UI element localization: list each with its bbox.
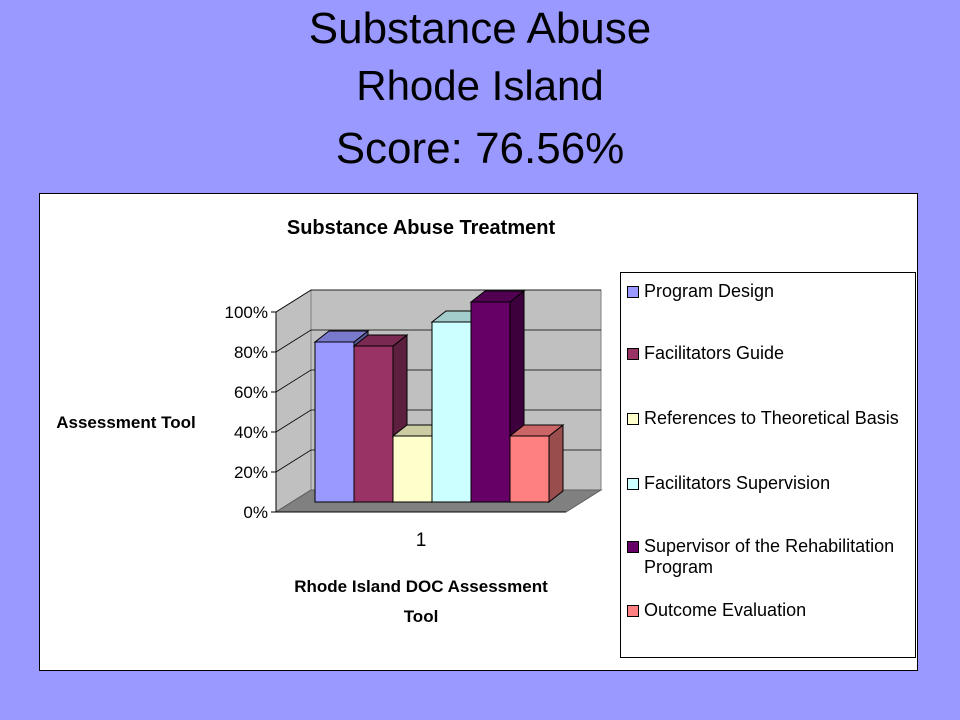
y-axis-title: Assessment Tool <box>56 413 196 432</box>
y-tick-label: 80% <box>234 343 268 362</box>
score-text: Score: 76.56% <box>335 124 625 173</box>
bar-side <box>548 423 564 504</box>
slide-title: Substance Abuse <box>308 4 652 53</box>
legend-label: References to Theoretical Basis <box>644 408 899 428</box>
chart-side-wall <box>275 289 312 513</box>
bar-front <box>353 345 394 503</box>
x-axis-title-line2: Tool <box>404 607 439 626</box>
legend-swatch <box>627 478 639 490</box>
chart-area: Substance Abuse Treatment 0% 20% 40% 60% 80%… <box>39 193 918 671</box>
y-tick-label: 0% <box>243 503 268 522</box>
gridline <box>275 289 601 313</box>
bar-front <box>431 321 472 503</box>
legend-label: Supervisor of the Rehabilitation Program <box>644 536 895 577</box>
x-tick-label: 1 <box>416 530 427 551</box>
bar-front <box>314 341 355 503</box>
legend-label: Outcome Evaluation <box>644 600 807 620</box>
legend-swatch <box>627 348 639 360</box>
bar-chart: Substance Abuse Treatment 0% 20% 40% 60% 80%… <box>56 217 603 626</box>
y-tick-label: 20% <box>234 463 268 482</box>
legend-swatch <box>627 541 639 553</box>
bar-6 <box>508 423 565 504</box>
y-tick-label: 40% <box>234 423 268 442</box>
legend-swatch <box>627 286 639 298</box>
legend-label: Program Design <box>644 281 775 301</box>
bar-front <box>470 301 511 503</box>
bar-front <box>509 435 550 503</box>
legend-swatch <box>627 605 639 617</box>
chart-title: Substance Abuse Treatment <box>287 217 556 239</box>
bar-front <box>392 435 433 503</box>
slide-subtitle: Rhode Island <box>356 62 604 109</box>
x-axis-title-line1: Rhode Island DOC Assessment <box>294 577 548 596</box>
y-tick-label: 60% <box>234 383 268 402</box>
legend-swatch <box>627 413 639 425</box>
legend-label: Facilitators Guide <box>644 343 785 363</box>
y-tick-label: 100% <box>225 303 268 322</box>
legend-label: Facilitators Supervision <box>644 473 831 493</box>
chart-legend: Program Design Facilitators Guide Referenc… <box>620 272 916 658</box>
